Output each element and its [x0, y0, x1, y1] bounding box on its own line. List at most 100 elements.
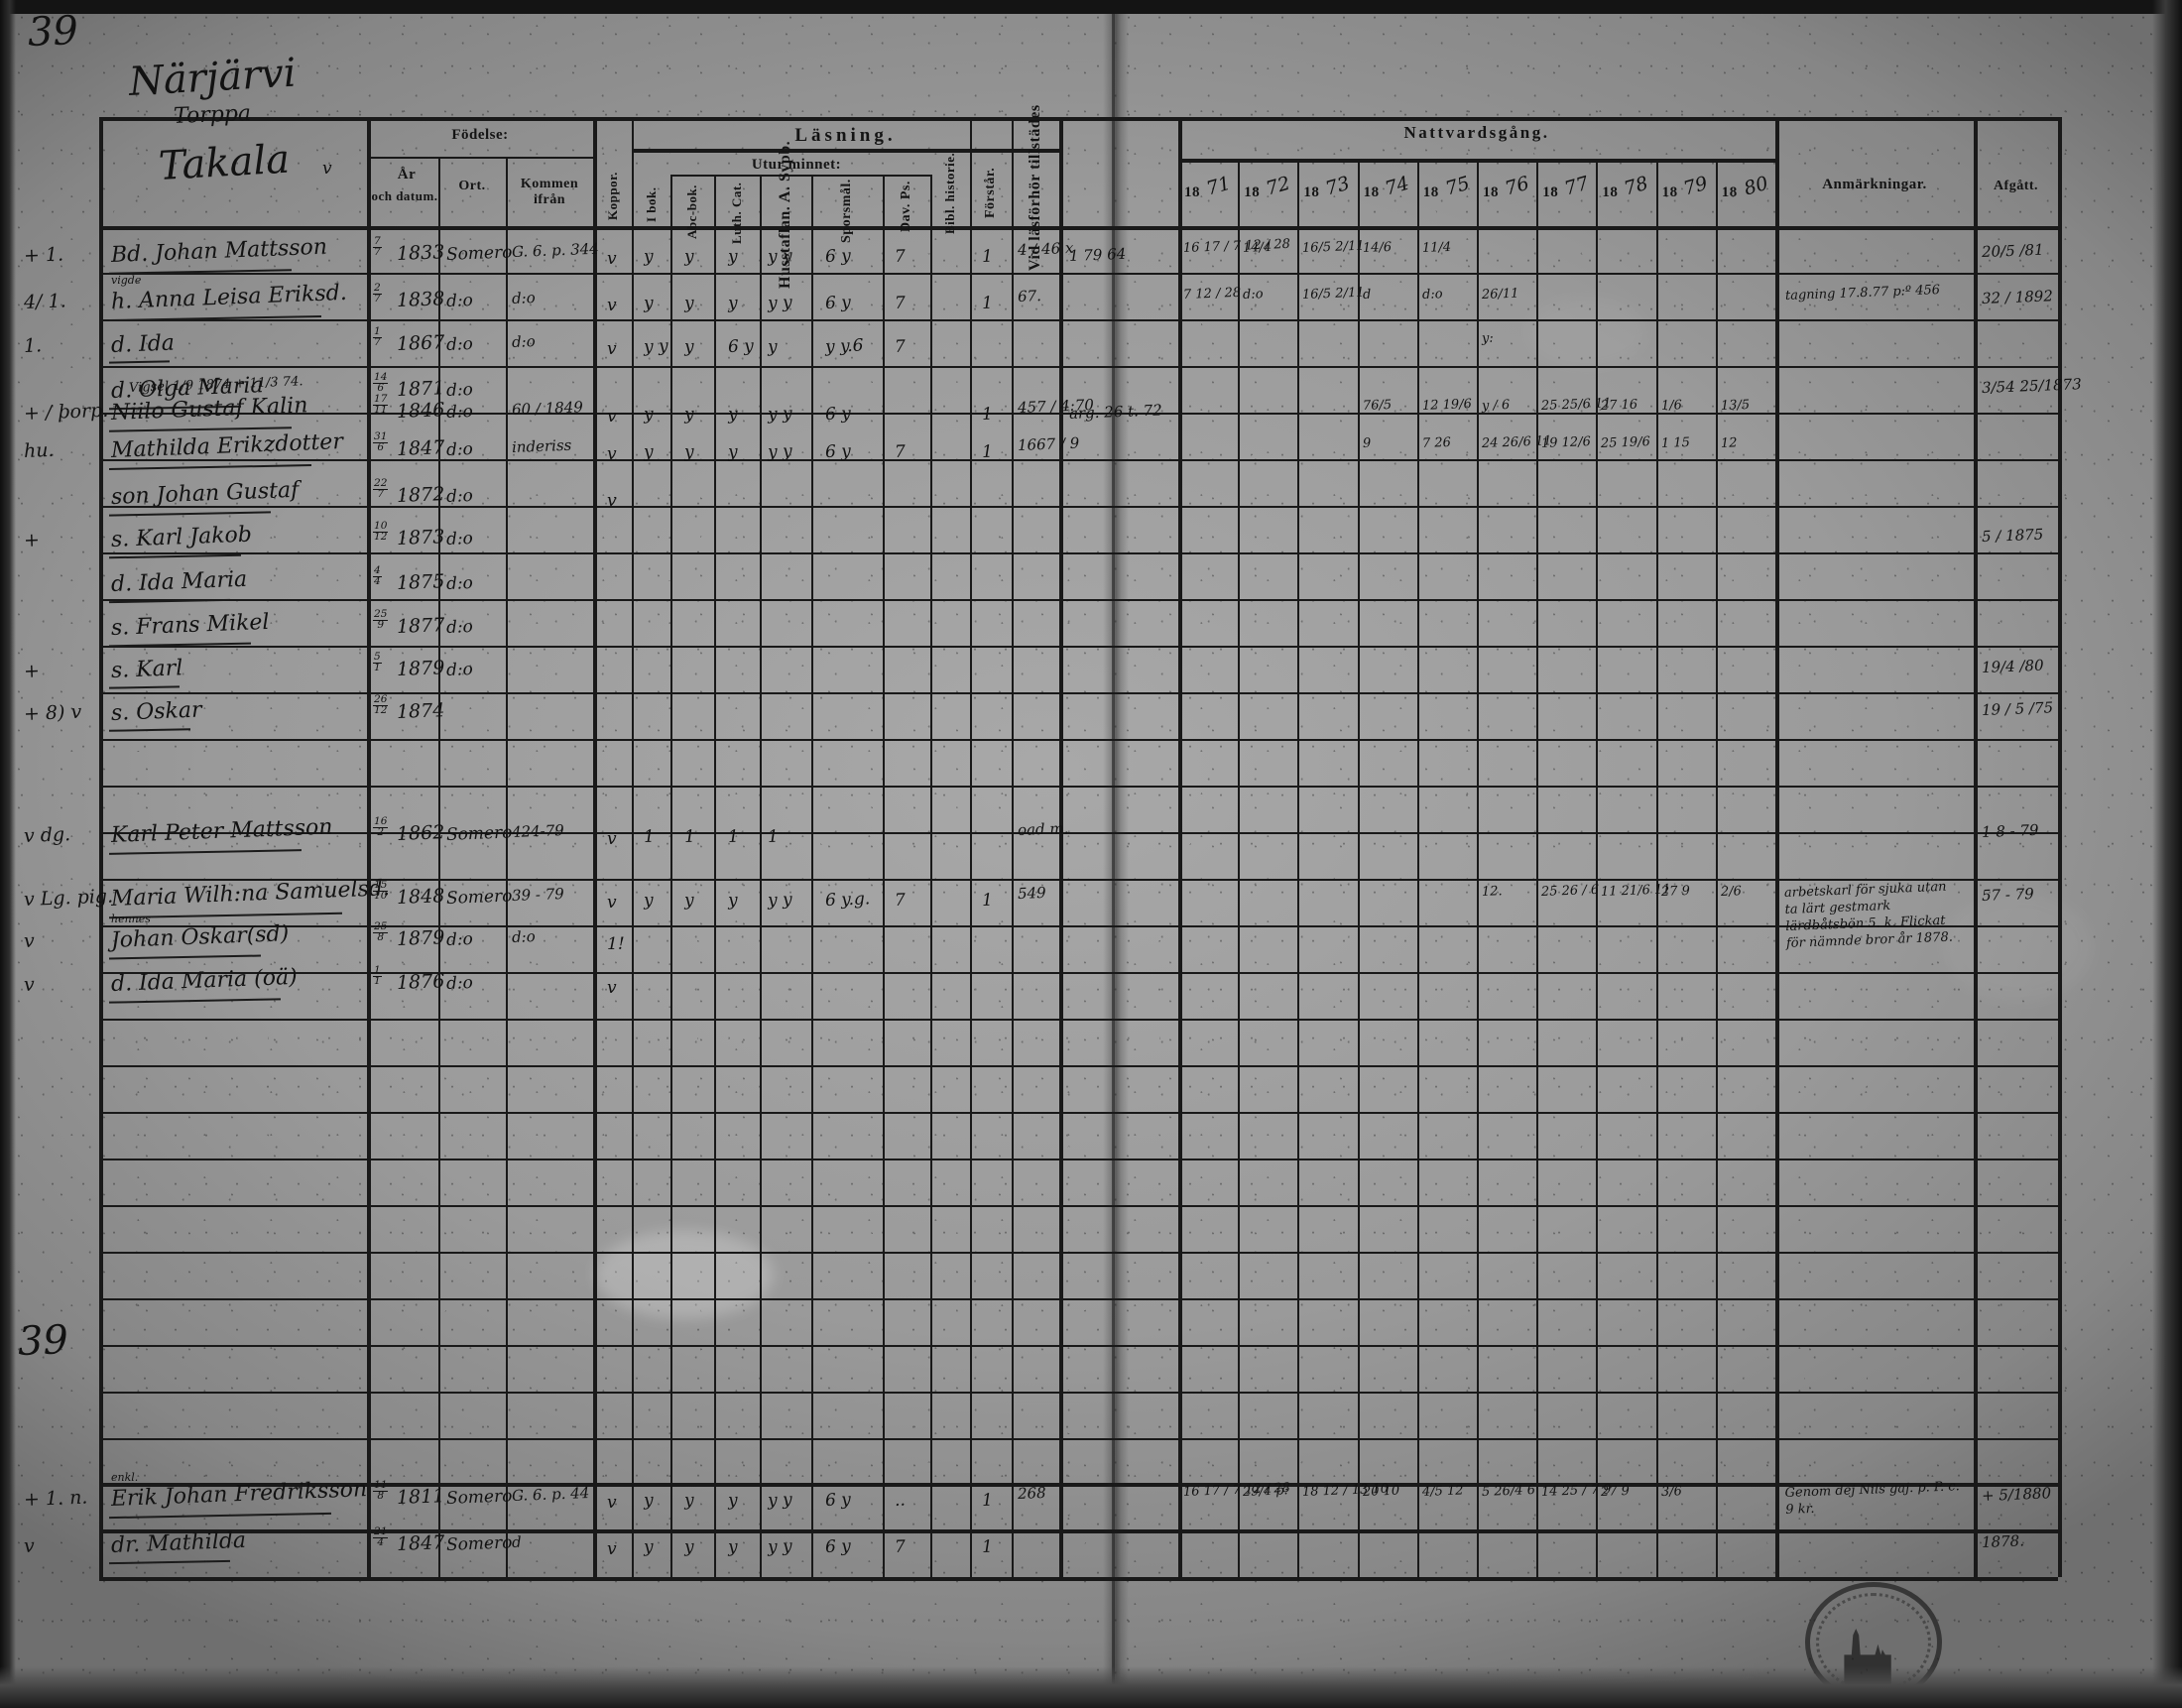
row-5-lasforhor: 1667 / 9	[1017, 433, 1080, 454]
row-1-communion-1871: 7 12 / 28	[1182, 285, 1242, 303]
row-12-cat: 1	[727, 826, 740, 847]
row-6-birth-date: 22 7	[373, 477, 389, 500]
row-13-lasforhor: 549	[1017, 883, 1046, 903]
row-5-forstar: 1	[981, 441, 994, 462]
row-1-communion-1873: 16/5 2/11	[1302, 285, 1366, 303]
row-4-communion-1878: 27 16	[1601, 397, 1638, 414]
page-number: 39	[27, 8, 79, 56]
row-0-cat: y	[727, 246, 738, 267]
row-13-birth-date: 15 10	[373, 879, 389, 902]
row-17-departed: 1878.	[1981, 1531, 2025, 1551]
row-3-birth-place: d:o	[445, 379, 474, 401]
row-5-came-from: inderiss	[511, 435, 572, 456]
row-12-smallpox: v	[607, 829, 617, 849]
grid-line-vertical	[1536, 159, 1538, 1577]
subheading-takala: Takala	[157, 136, 292, 189]
header-dav-ps: Dav. Ps.	[899, 181, 913, 232]
row-4-huss: y y	[767, 404, 792, 425]
row-10-name: s. Karl	[110, 656, 183, 683]
grid-line-vertical	[593, 117, 597, 1577]
row-15-birth-year: 1876	[396, 970, 445, 994]
row-12-birth-place: Somero	[445, 822, 513, 845]
header-communion-year-prefix: 18	[1184, 184, 1200, 200]
row-4-communion-1876: y / 6	[1481, 397, 1511, 414]
row-14-name-prefix: hennes	[111, 913, 151, 925]
row-8-birth-place: d:o	[445, 572, 474, 594]
row-17-forstar: 1	[981, 1536, 994, 1557]
row-7-birth-date: 10 12	[373, 520, 389, 543]
page-number-margin-lower: 39	[17, 1317, 69, 1365]
header-communion-year-prefix: 18	[1602, 184, 1619, 200]
row-13-birth-year: 1848	[396, 885, 445, 909]
grid-line-horizontal	[99, 273, 2058, 275]
row-3-birth-year: 1871	[396, 377, 445, 401]
row-16-remarks: Genom dej Nils gaj. p. P. c. 9 kr.	[1784, 1479, 1960, 1518]
row-16-name-prefix: enkl.	[111, 1471, 139, 1484]
grid-line-vertical	[670, 175, 672, 1577]
grid-line-vertical	[2058, 117, 2062, 1577]
row-16-cat: y	[727, 1490, 738, 1511]
row-16-forstar: 1	[981, 1490, 994, 1511]
grid-line-horizontal	[99, 1065, 2058, 1067]
header-afgatt: Afgått.	[1993, 179, 2039, 193]
grid-line-horizontal	[99, 552, 2058, 554]
grid-line-horizontal	[99, 413, 2058, 415]
row-2-birth-place: d:o	[445, 333, 474, 355]
grid-line-horizontal	[99, 1529, 2058, 1531]
row-1-name-prefix: vigde	[111, 274, 142, 287]
row-0-communion-1874: 14/6	[1362, 239, 1393, 256]
paper-smudge	[1944, 893, 2093, 1002]
row-16-communion-1879: 3/6	[1660, 1484, 1682, 1500]
row-5-cat: y	[727, 441, 738, 462]
row-16-smallpox: v	[607, 1493, 617, 1513]
row-5-communion-1877: 19 12/6	[1540, 434, 1592, 451]
row-12-birth-year: 1862	[396, 821, 445, 845]
row-16-communion-1878: 27 9	[1601, 1483, 1631, 1500]
row-1-cat: y	[727, 293, 738, 313]
row-2-margin-mark: 1.	[23, 334, 43, 357]
row-4-spor: 6 y	[824, 404, 852, 425]
row-6-birth-year: 1872	[396, 483, 445, 507]
header-ort: Ort.	[458, 179, 486, 193]
scan-edge-bottom	[0, 1666, 2182, 1708]
row-4-birth-date: 17 11	[373, 393, 389, 416]
grid-line-vertical	[1417, 159, 1419, 1577]
row-8-birth-year: 1875	[396, 570, 445, 594]
grid-line-horizontal	[99, 1112, 2058, 1114]
row-6-birth-place: d:o	[445, 485, 474, 507]
row-5-birth-year: 1847	[396, 436, 445, 460]
row-16-birth-year: 1811	[396, 1485, 445, 1509]
row-0-communion-1872: 14/4	[1242, 239, 1273, 256]
row-13-dav: 7	[894, 890, 907, 911]
row-17-abc: y	[683, 1536, 694, 1557]
grid-line-vertical	[1775, 117, 1779, 1577]
header-nattvardsgang: Nattvardsgång.	[1403, 123, 1550, 142]
grid-line-vertical	[1974, 117, 1978, 1577]
grid-line-horizontal	[99, 319, 2058, 321]
row-10-birth-year: 1879	[396, 657, 445, 680]
row-17-birth-year: 1847	[396, 1531, 445, 1555]
row-1-birth-year: 1838	[396, 288, 445, 311]
grid-line-horizontal	[99, 1298, 2058, 1300]
row-16-communion-1875: 4/5 12	[1421, 1483, 1464, 1500]
header-communion-year-prefix: 18	[1483, 184, 1499, 200]
row-5-birth-place: d:o	[445, 438, 474, 460]
row-2-smallpox: v	[607, 339, 617, 359]
header-anmarkningar: Anmärkningar.	[1822, 177, 1927, 192]
row-3-departed: 3/54 25/1873	[1981, 375, 2083, 397]
grid-line-vertical	[1238, 159, 1240, 1577]
row-0-margin-mark: + 1.	[23, 243, 64, 267]
row-4-came-from: 60 / 1849	[511, 398, 584, 419]
row-4-communion-1875: 12 19/6	[1421, 397, 1472, 414]
header-och-datum: och datum.	[371, 188, 438, 203]
grid-line-horizontal	[99, 646, 2058, 648]
row-16-birth-date: 11 8	[373, 1479, 389, 1502]
grid-line-horizontal	[670, 175, 930, 177]
header-ar: År	[397, 167, 417, 183]
row-11-birth-date: 26 12	[373, 693, 389, 716]
grid-line-vertical	[1656, 159, 1658, 1577]
grid-line-horizontal	[99, 226, 2058, 230]
row-9-birth-year: 1877	[396, 614, 445, 638]
row-11-departed: 19 / 5 /75	[1981, 698, 2054, 719]
